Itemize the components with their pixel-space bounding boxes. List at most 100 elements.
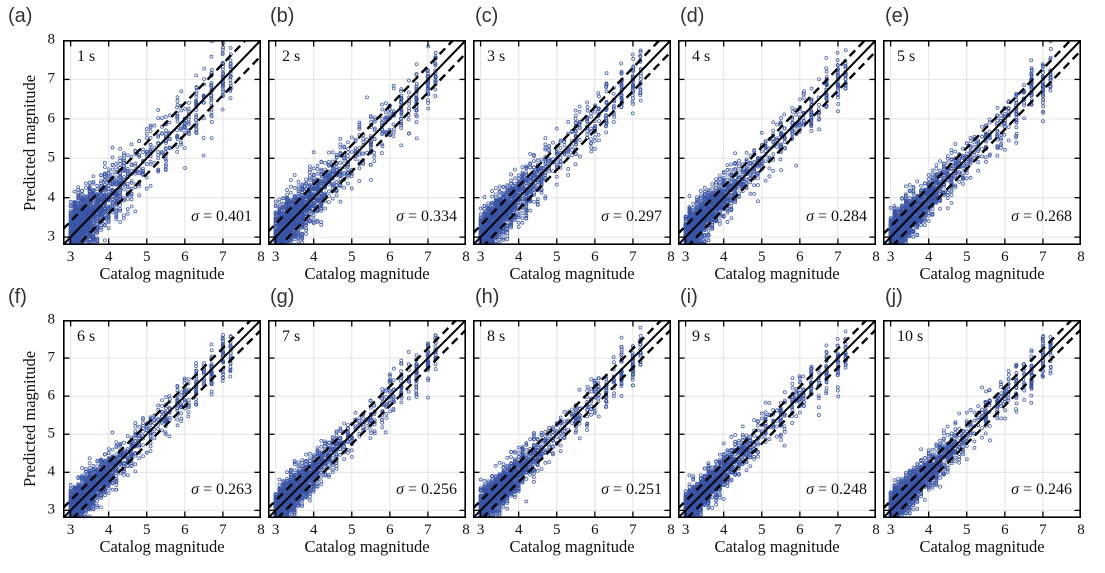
time-window-label: 3 s — [487, 48, 506, 65]
time-window-label: 1 s — [77, 48, 96, 65]
sigma-symbol: σ — [806, 481, 814, 498]
scatter-plot-canvas — [268, 320, 466, 518]
scatter-panel: 5 s σ = 0.268 — [883, 40, 1081, 245]
sigma-value: = 0.334 — [403, 208, 457, 225]
sigma-value: = 0.256 — [403, 481, 457, 498]
x-tick-label: 6 — [386, 249, 394, 265]
y-tick-label: 3 — [47, 501, 56, 518]
sigma-symbol: σ — [601, 481, 609, 498]
y-tick-label: 6 — [47, 110, 56, 127]
time-window-label: 10 s — [897, 328, 924, 345]
y-tick-label: 3 — [47, 228, 56, 245]
x-tick-label: 7 — [424, 249, 432, 265]
x-axis-title: Catalog magnitude — [304, 537, 430, 556]
x-tick-label: 5 — [963, 249, 971, 265]
x-tick-label: 4 — [719, 522, 728, 538]
sigma-label: σ = 0.334 — [396, 208, 457, 226]
x-tick-label: 8 — [462, 522, 470, 538]
sigma-symbol: σ — [396, 208, 404, 225]
y-tick-label: 4 — [47, 463, 56, 480]
scatter-plot-canvas — [473, 320, 671, 518]
sigma-value: = 0.297 — [608, 208, 662, 225]
scatter-plot-canvas — [63, 320, 261, 518]
scatter-plot-canvas — [473, 40, 671, 245]
y-axis-title: Predicted magnitude — [20, 74, 39, 211]
scatter-panel: 2 s σ = 0.334 — [268, 40, 466, 245]
panel-letter: (a) — [8, 5, 33, 27]
x-tick-label: 4 — [514, 249, 523, 265]
x-tick-label: 4 — [719, 249, 728, 265]
x-tick-label: 5 — [758, 249, 766, 265]
y-tick-label: 8 — [47, 31, 56, 48]
x-tick-label: 4 — [924, 249, 933, 265]
x-tick-label: 8 — [257, 249, 265, 265]
x-tick-label: 6 — [181, 249, 189, 265]
y-tick-label: 5 — [47, 425, 56, 442]
x-tick-label: 6 — [1001, 522, 1009, 538]
x-tick-label: 5 — [143, 249, 151, 265]
time-window-label: 5 s — [897, 48, 916, 65]
x-tick-label: 5 — [963, 522, 971, 538]
x-tick-label: 7 — [1039, 522, 1047, 538]
y-tick-label: 4 — [47, 189, 56, 206]
panel-letter: (d) — [680, 5, 705, 27]
x-tick-label: 7 — [219, 249, 227, 265]
x-tick-label: 4 — [104, 522, 113, 538]
scatter-plot-canvas — [883, 40, 1081, 245]
x-tick-label: 7 — [834, 522, 842, 538]
scatter-panel: 6 s σ = 0.263 — [63, 320, 261, 518]
x-axis-title: Catalog magnitude — [304, 264, 430, 283]
x-axis-title: Catalog magnitude — [509, 264, 635, 283]
panel-letter: (f) — [8, 286, 27, 308]
x-axis-title: Catalog magnitude — [99, 537, 225, 556]
panel-letter: (j) — [885, 286, 903, 308]
time-window-label: 4 s — [692, 48, 711, 65]
x-tick-label: 8 — [462, 249, 470, 265]
sigma-value: = 0.263 — [198, 481, 252, 498]
x-tick-label: 5 — [553, 249, 561, 265]
sigma-value: = 0.401 — [198, 208, 252, 225]
scatter-panel: 4 s σ = 0.284 — [678, 40, 876, 245]
x-axis-title: Catalog magnitude — [714, 537, 840, 556]
time-window-label: 8 s — [487, 328, 506, 345]
sigma-symbol: σ — [601, 208, 609, 225]
sigma-label: σ = 0.251 — [601, 481, 662, 499]
x-tick-label: 8 — [257, 522, 265, 538]
time-window-label: 2 s — [282, 48, 301, 65]
x-tick-label: 8 — [1077, 522, 1085, 538]
x-tick-label: 6 — [1001, 249, 1009, 265]
x-tick-label: 3 — [271, 249, 280, 265]
x-tick-label: 6 — [591, 249, 599, 265]
sigma-value: = 0.284 — [813, 208, 867, 225]
sigma-symbol: σ — [1011, 481, 1019, 498]
x-tick-label: 8 — [872, 249, 880, 265]
x-tick-label: 7 — [834, 249, 842, 265]
scatter-plot-canvas — [678, 40, 876, 245]
scatter-panel: 3 s σ = 0.297 — [473, 40, 671, 245]
y-tick-label: 5 — [47, 149, 56, 166]
sigma-value: = 0.268 — [1018, 208, 1072, 225]
x-tick-label: 8 — [667, 249, 675, 265]
x-tick-label: 4 — [309, 249, 318, 265]
sigma-label: σ = 0.268 — [1011, 208, 1072, 226]
x-tick-label: 3 — [476, 522, 485, 538]
sigma-symbol: σ — [1011, 208, 1019, 225]
scatter-plot-canvas — [63, 40, 261, 245]
x-tick-label: 3 — [476, 249, 485, 265]
x-tick-label: 4 — [309, 522, 318, 538]
sigma-symbol: σ — [396, 481, 404, 498]
x-axis-title: Catalog magnitude — [714, 264, 840, 283]
time-window-label: 9 s — [692, 328, 711, 345]
x-axis-title: Catalog magnitude — [919, 537, 1045, 556]
sigma-label: σ = 0.284 — [806, 208, 867, 226]
x-tick-label: 5 — [758, 522, 766, 538]
sigma-label: σ = 0.297 — [601, 208, 662, 226]
panel-letter: (b) — [270, 5, 295, 27]
sigma-value: = 0.246 — [1018, 481, 1072, 498]
panel-letter: (e) — [885, 5, 910, 27]
x-tick-label: 5 — [553, 522, 561, 538]
scatter-panel: 10 s σ = 0.246 — [883, 320, 1081, 518]
scatter-plot-canvas — [678, 320, 876, 518]
x-tick-label: 6 — [386, 522, 394, 538]
scatter-panel: 8 s σ = 0.251 — [473, 320, 671, 518]
